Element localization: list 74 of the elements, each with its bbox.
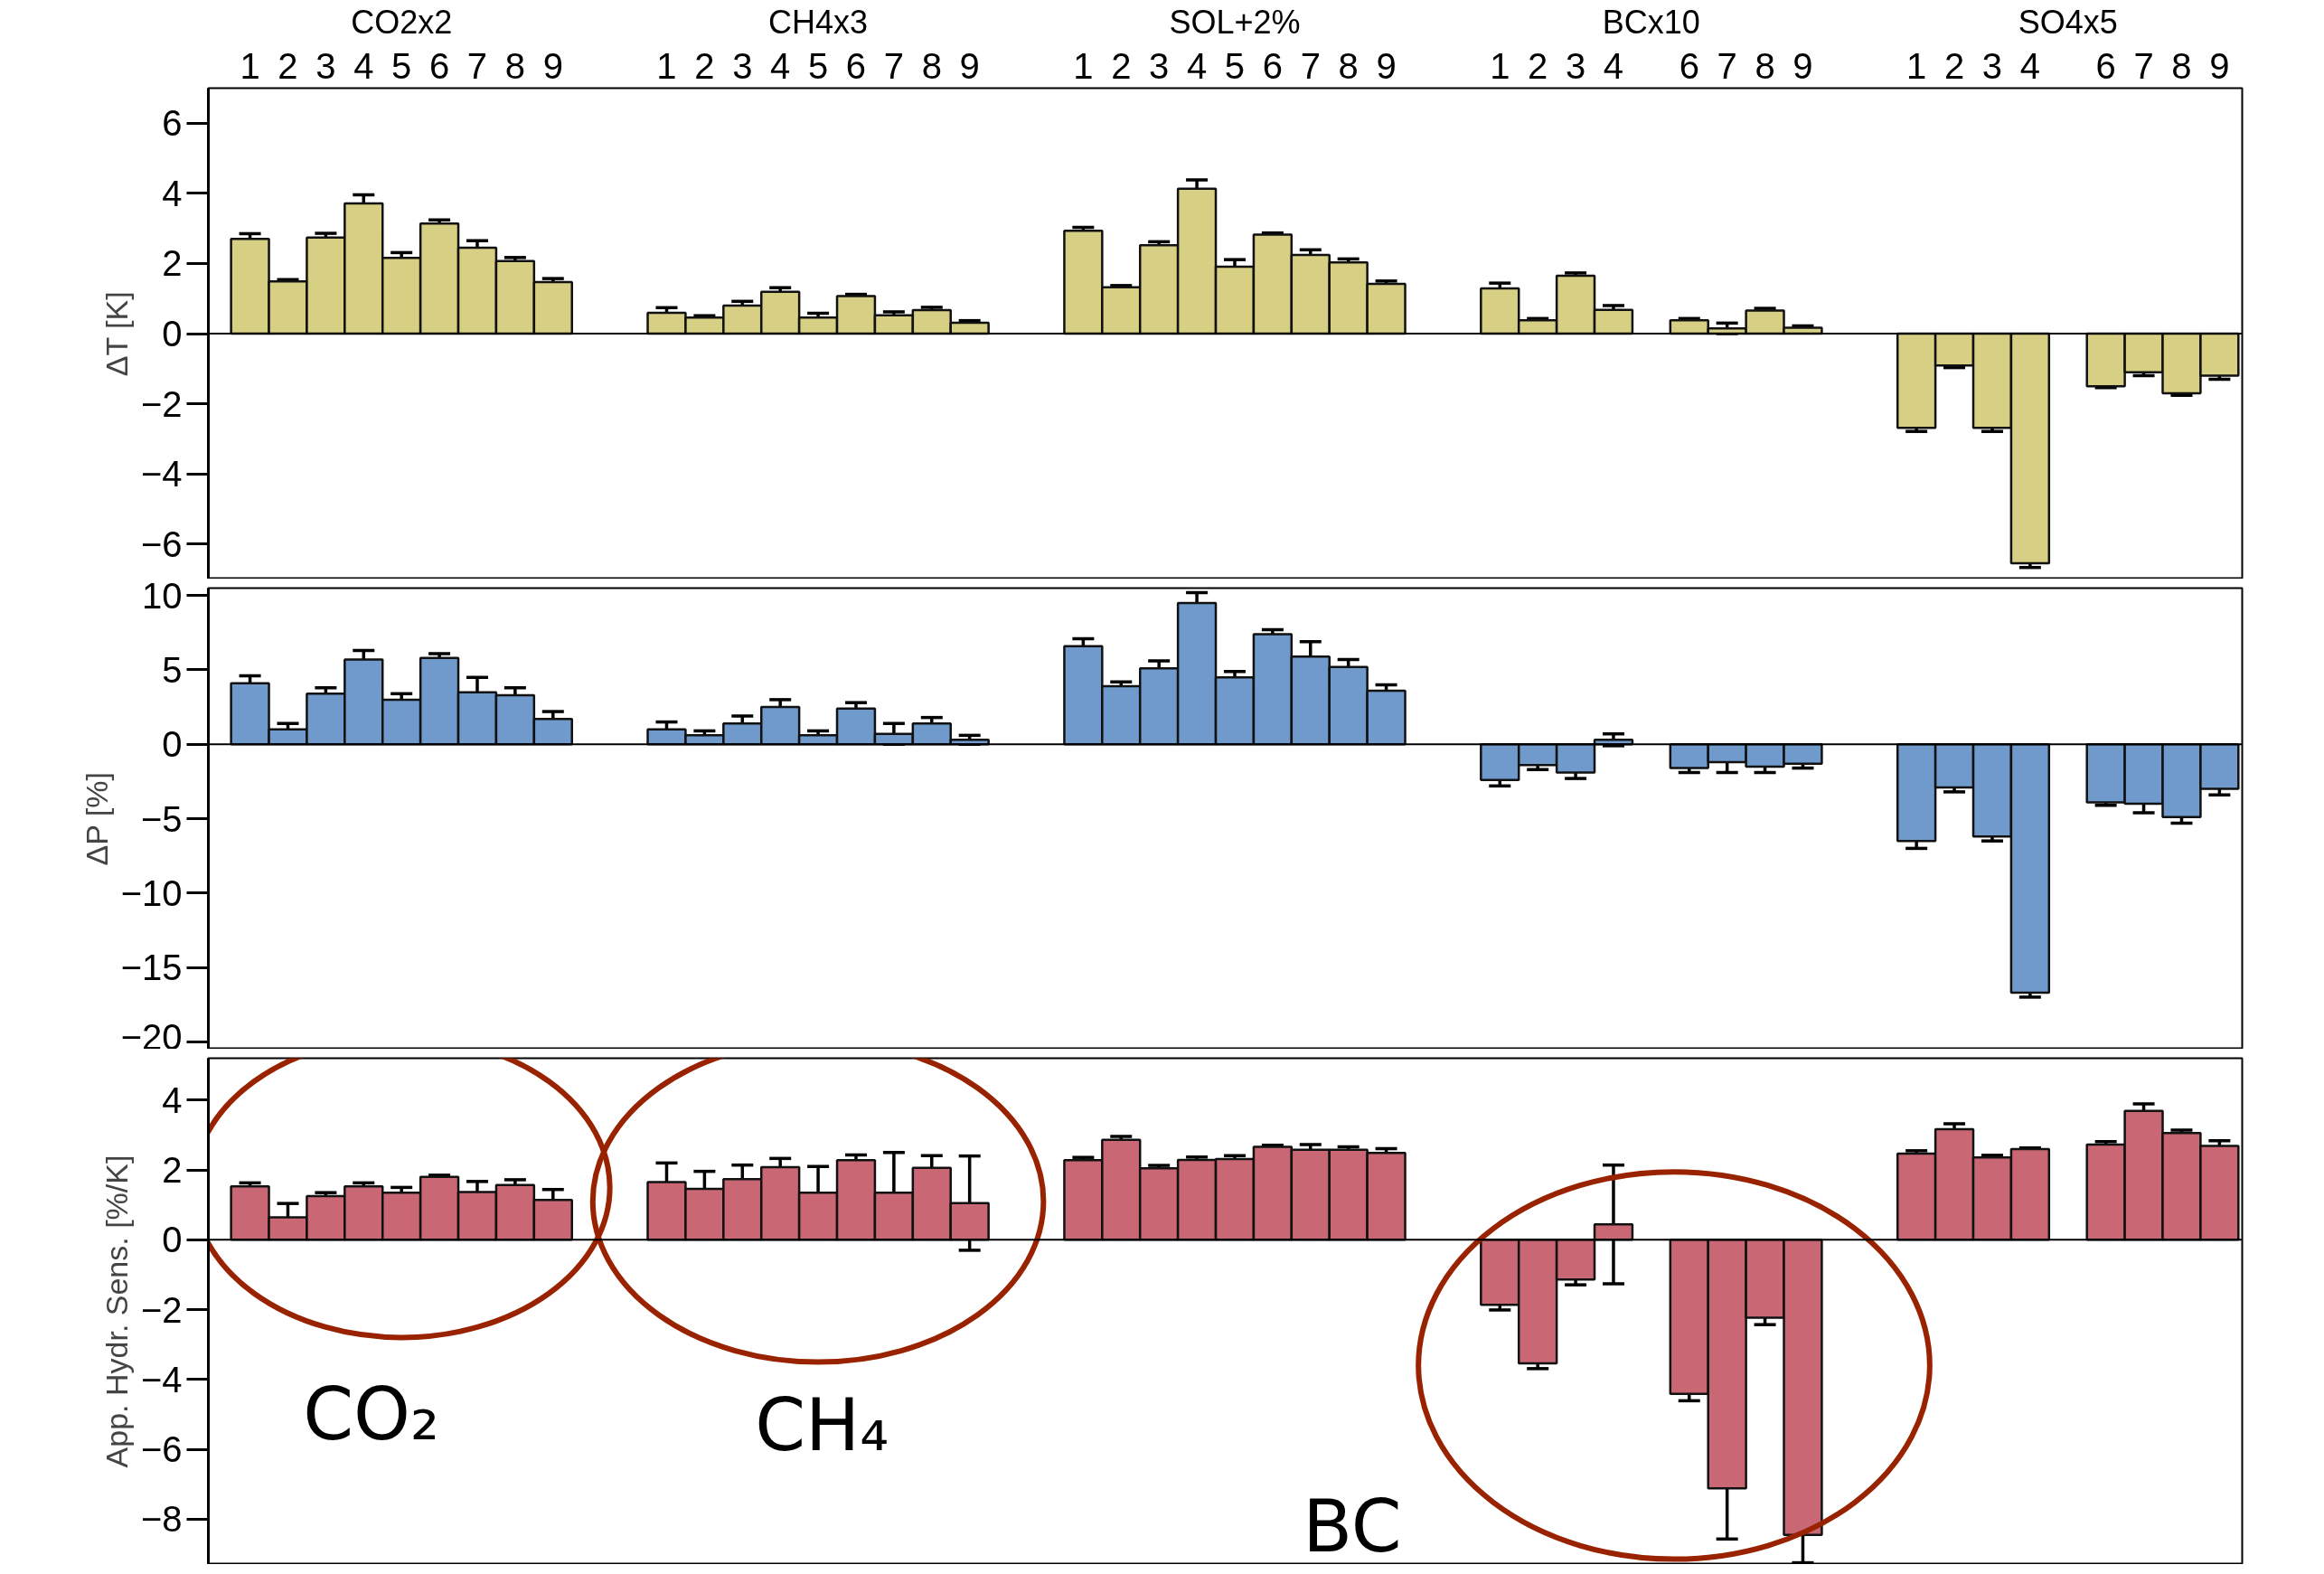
x-tick-label: 9	[1792, 45, 1813, 86]
x-tick-label: 1	[656, 45, 677, 86]
x-tick-label: 8	[921, 45, 942, 86]
x-tick-label: 7	[1300, 45, 1321, 86]
x-tick-label: 8	[1755, 45, 1775, 86]
x-tick-label: 1	[1490, 45, 1510, 86]
text: CO2x2	[351, 3, 453, 41]
y-tick-label: −5	[140, 798, 183, 839]
x-tick-label: 8	[1338, 45, 1359, 86]
x-tick-label: 5	[391, 45, 412, 86]
x-tick-label: 7	[883, 45, 905, 86]
y-tick-label: 2	[162, 1150, 183, 1191]
x-tick-label: 6	[1679, 45, 1699, 86]
y-tick-label: −15	[120, 947, 183, 988]
y-tick-label: −4	[140, 1359, 183, 1400]
y-tick-label: 0	[162, 314, 183, 353]
x-tick-label: 6	[845, 45, 867, 86]
x-tick-label: 3	[1149, 45, 1170, 86]
x-tick-label: 8	[2171, 45, 2192, 86]
text: CH4x3	[768, 3, 869, 41]
y-tick-label: −2	[140, 383, 183, 424]
y-tick-label: −6	[140, 1429, 183, 1470]
y-tick-label: −6	[140, 523, 183, 564]
x-tick-label: 7	[2133, 45, 2154, 86]
y-tick-label: 5	[162, 649, 183, 690]
x-tick-label: 9	[542, 45, 563, 86]
x-tick-label: 3	[315, 45, 336, 86]
x-tick-label: 2	[1528, 45, 1548, 86]
y-tick-label: −4	[140, 454, 183, 495]
y-tick-label: 0	[162, 724, 183, 765]
annotation: CH₄	[755, 1382, 889, 1467]
x-tick-label: 2	[1111, 45, 1132, 86]
annotation: BC	[1303, 1484, 1402, 1569]
x-tick-label: 9	[1376, 45, 1397, 86]
x-tick-label: 9	[959, 45, 980, 86]
x-tick-label: 4	[2019, 45, 2040, 86]
y-tick-label: 4	[162, 1079, 183, 1120]
x-tick-label: 1	[1906, 45, 1927, 86]
x-tick-label: 4	[1603, 45, 1624, 86]
text: SO4x5	[2018, 3, 2118, 41]
y-tick-label: 4	[162, 173, 183, 213]
x-tick-label: 7	[1717, 45, 1737, 86]
y-tick-label: −10	[120, 872, 183, 913]
x-tick-label: 4	[770, 45, 791, 86]
y-axis-title: ΔT [K]	[99, 291, 134, 377]
y-tick-label: 2	[162, 243, 183, 284]
y-tick-label: 0	[162, 1220, 183, 1260]
annotation: CO₂	[303, 1371, 440, 1456]
x-tick-label: 2	[1943, 45, 1965, 86]
x-tick-label: 8	[504, 45, 526, 86]
y-tick-label: −2	[140, 1289, 183, 1330]
x-tick-label: 6	[428, 45, 450, 86]
x-tick-label: 6	[2095, 45, 2116, 86]
x-tick-label: 9	[2209, 45, 2230, 86]
x-tick-label: 6	[1262, 45, 1283, 86]
x-tick-label: 3	[1981, 45, 2003, 86]
x-tick-label: 7	[466, 45, 488, 86]
x-tick-label: 1	[1073, 45, 1094, 86]
y-axis-title: App. Hydr. Sens. [%/K]	[99, 1155, 134, 1468]
y-tick-label: 10	[142, 575, 183, 616]
x-tick-label: 1	[240, 45, 260, 86]
x-tick-label: 3	[1565, 45, 1586, 86]
x-tick-label: 5	[807, 45, 829, 86]
y-axis-title: ΔP [%]	[79, 772, 114, 866]
y-tick-label: 6	[162, 103, 183, 144]
y-tick-label: −8	[140, 1499, 183, 1540]
text: SOL+2%	[1169, 3, 1301, 41]
x-tick-label: 2	[694, 45, 715, 86]
x-tick-label: 2	[278, 45, 298, 86]
text: BCx10	[1602, 3, 1700, 41]
x-tick-label: 3	[732, 45, 753, 86]
x-tick-label: 4	[353, 45, 374, 86]
x-tick-label: 4	[1186, 45, 1208, 86]
x-tick-label: 5	[1224, 45, 1246, 86]
